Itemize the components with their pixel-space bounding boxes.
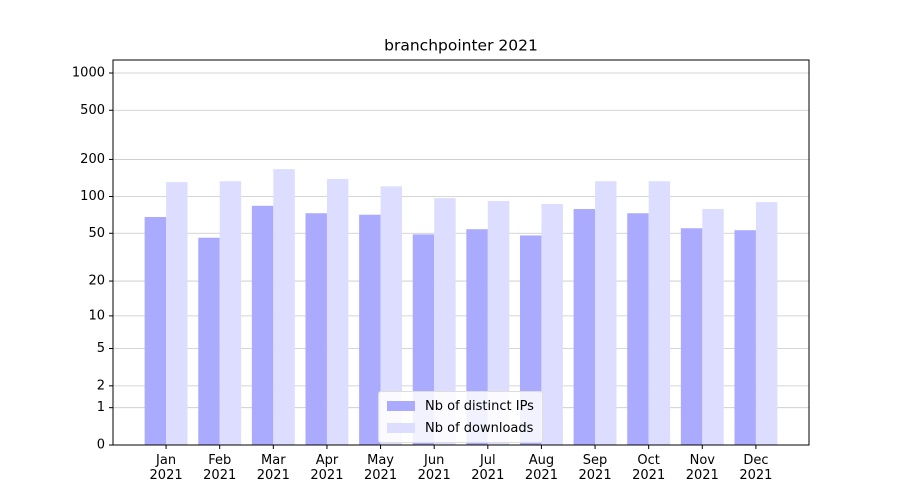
bar <box>219 181 242 445</box>
x-tick-label: Sep 2021 <box>578 453 612 483</box>
bar <box>359 214 381 445</box>
y-tick-label: 100 <box>80 189 105 204</box>
y-tick-label: 200 <box>80 152 105 167</box>
y-tick-label: 2 <box>97 378 105 393</box>
y-tick-label: 1 <box>97 400 105 415</box>
x-tick-label: Dec 2021 <box>739 453 773 483</box>
y-tick-label: 10 <box>88 308 105 323</box>
bar <box>541 203 563 445</box>
legend-item: Nb of downloads <box>387 417 534 439</box>
chart-title: branchpointer 2021 <box>384 37 538 55</box>
bar <box>680 228 703 445</box>
bar <box>755 202 778 445</box>
x-tick-label: May 2021 <box>364 453 398 483</box>
y-tick-label: 0 <box>97 438 105 453</box>
legend: Nb of distinct IPs Nb of downloads <box>378 391 543 443</box>
bar <box>198 237 220 445</box>
x-tick-label: Feb 2021 <box>203 453 237 483</box>
bar <box>434 198 456 445</box>
bar <box>380 186 403 445</box>
y-tick-label: 50 <box>88 226 105 241</box>
x-tick-label: Mar 2021 <box>256 453 290 483</box>
bar <box>251 205 274 445</box>
y-tick-label: 1000 <box>72 65 105 80</box>
bar <box>326 178 349 446</box>
bar <box>702 209 724 445</box>
legend-swatch <box>387 401 415 411</box>
bar <box>144 217 167 445</box>
bar <box>305 213 327 445</box>
bar <box>487 200 510 445</box>
bar <box>648 181 671 445</box>
x-tick-label: Jul 2021 <box>471 453 505 483</box>
y-tick-label: 20 <box>88 274 105 289</box>
bar <box>627 213 649 445</box>
legend-label: Nb of downloads <box>425 420 534 436</box>
x-tick-label: Oct 2021 <box>632 453 666 483</box>
bar <box>734 230 756 445</box>
y-tick-label: 5 <box>97 341 105 356</box>
x-tick-label: Jan 2021 <box>149 453 183 483</box>
legend-item: Nb of distinct IPs <box>387 395 534 417</box>
x-tick-label: Apr 2021 <box>310 453 344 483</box>
bar <box>273 169 295 445</box>
bar <box>595 181 617 445</box>
y-tick-label: 500 <box>80 103 105 118</box>
legend-swatch <box>387 423 415 433</box>
x-tick-label: Aug 2021 <box>524 453 558 483</box>
legend-label: Nb of distinct IPs <box>425 398 534 414</box>
bar <box>573 209 596 445</box>
x-tick-label: Nov 2021 <box>685 453 719 483</box>
plot-frame <box>112 59 810 446</box>
bar <box>166 182 188 445</box>
x-tick-label: Jun 2021 <box>417 453 451 483</box>
